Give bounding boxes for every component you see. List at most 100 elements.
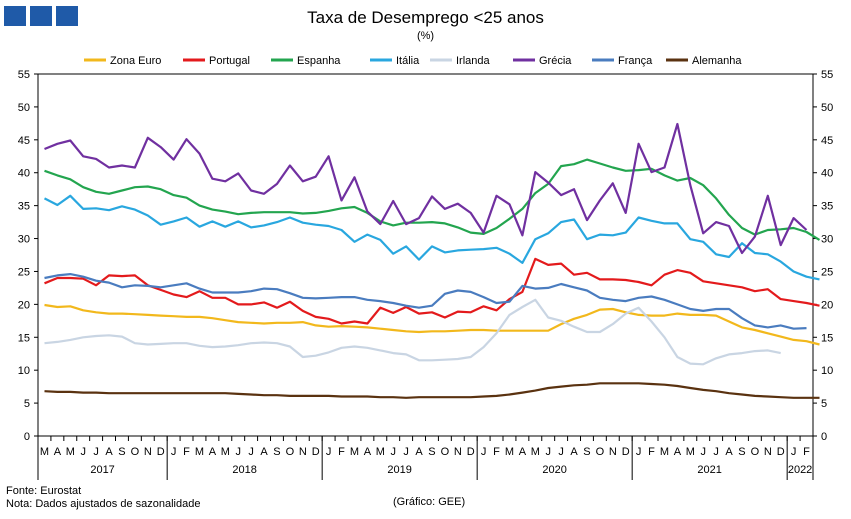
series-line: [44, 122, 808, 255]
plot-frame: [37, 73, 814, 437]
x-month-label: N: [454, 446, 462, 458]
x-month-label: M: [686, 446, 695, 458]
x-month-label: O: [131, 446, 140, 458]
y-tick-label-right: 15: [821, 332, 833, 344]
gee-logo: [4, 6, 78, 26]
x-month-label: F: [338, 446, 345, 458]
series-line: [43, 194, 820, 281]
x-month-label: A: [260, 446, 268, 458]
series-line: [44, 298, 781, 366]
x-month-label: D: [467, 446, 475, 458]
logo-square: [30, 6, 52, 26]
x-month-label: F: [493, 446, 500, 458]
legend-label: Zona Euro: [110, 55, 161, 67]
y-tick-label-right: 30: [821, 234, 833, 246]
x-year-label: 2021: [697, 464, 721, 476]
series-line: [44, 303, 820, 346]
legend-label: Irlanda: [456, 55, 491, 67]
x-month-label: S: [273, 446, 280, 458]
x-month-label: A: [209, 446, 217, 458]
y-tick-label-right: 10: [821, 365, 833, 377]
y-tick-label-left: 55: [18, 69, 30, 81]
y-tick-label-left: 25: [18, 266, 30, 278]
x-month-label: J: [403, 446, 409, 458]
legend-label: Portugal: [209, 55, 250, 67]
y-tick-label-left: 15: [18, 332, 30, 344]
note-text: Nota: Dados ajustados de sazonalidade: [6, 498, 201, 510]
y-tick-label-left: 35: [18, 201, 30, 213]
series-line: [44, 158, 821, 241]
x-year-label: 2020: [542, 464, 566, 476]
x-month-label: N: [764, 446, 772, 458]
x-month-label: J: [558, 446, 564, 458]
x-month-label: M: [660, 446, 669, 458]
x-month-label: S: [583, 446, 590, 458]
x-year-label: 2018: [232, 464, 256, 476]
x-month-label: M: [505, 446, 514, 458]
y-tick-label-left: 10: [18, 365, 30, 377]
credit-text: (Gráfico: GEE): [393, 496, 466, 508]
x-month-label: J: [93, 446, 99, 458]
y-tick-label-right: 5: [821, 398, 827, 410]
y-tick-label-left: 20: [18, 299, 30, 311]
x-year-label: 2019: [387, 464, 411, 476]
x-month-label: M: [66, 446, 75, 458]
x-month-label: J: [700, 446, 706, 458]
x-month-label: J: [390, 446, 396, 458]
y-tick-label-right: 55: [821, 69, 833, 81]
legend-label: Itália: [396, 55, 420, 67]
x-month-label: M: [40, 446, 49, 458]
y-tick-label-left: 5: [24, 398, 30, 410]
x-month-label: F: [648, 446, 655, 458]
x-month-label: N: [144, 446, 152, 458]
x-month-label: F: [183, 446, 190, 458]
x-month-label: J: [326, 446, 332, 458]
series-line: [44, 382, 820, 399]
x-month-label: A: [364, 446, 372, 458]
legend-label: Espanha: [297, 55, 341, 67]
x-month-label: O: [596, 446, 605, 458]
x-month-label: J: [171, 446, 177, 458]
legend-label: França: [618, 55, 653, 67]
x-month-label: A: [674, 446, 682, 458]
x-month-label: A: [105, 446, 113, 458]
x-month-label: M: [350, 446, 359, 458]
x-month-label: N: [299, 446, 307, 458]
legend-label: Grécia: [539, 55, 572, 67]
x-month-label: A: [519, 446, 527, 458]
y-tick-label-right: 25: [821, 266, 833, 278]
x-month-label: J: [636, 446, 642, 458]
y-tick-label-left: 50: [18, 102, 30, 114]
y-tick-label-left: 30: [18, 234, 30, 246]
chart-subtitle: (%): [416, 30, 435, 42]
x-month-label: M: [221, 446, 230, 458]
x-month-label: S: [118, 446, 125, 458]
series-line: [44, 273, 807, 330]
x-month-label: J: [545, 446, 551, 458]
x-year-label: 2017: [90, 464, 114, 476]
x-month-label: J: [80, 446, 86, 458]
x-month-label: D: [312, 446, 320, 458]
y-tick-label-left: 45: [18, 135, 30, 147]
x-month-label: O: [751, 446, 760, 458]
x-month-label: A: [54, 446, 62, 458]
logo-square: [4, 6, 26, 26]
x-month-label: J: [791, 446, 797, 458]
source-text: Fonte: Eurostat: [6, 485, 82, 497]
chart-title: Taxa de Desemprego <25 anos: [307, 8, 544, 27]
x-month-label: M: [195, 446, 204, 458]
x-month-label: J: [248, 446, 254, 458]
x-month-label: A: [570, 446, 578, 458]
x-month-label: S: [428, 446, 435, 458]
y-tick-label-right: 45: [821, 135, 833, 147]
x-month-label: J: [713, 446, 719, 458]
x-year-label: 2022: [788, 464, 812, 476]
x-month-label: F: [803, 446, 810, 458]
y-tick-label-right: 20: [821, 299, 833, 311]
y-tick-label-right: 35: [821, 201, 833, 213]
x-month-label: A: [415, 446, 423, 458]
x-month-label: M: [376, 446, 385, 458]
x-month-label: J: [481, 446, 487, 458]
x-month-label: S: [738, 446, 745, 458]
